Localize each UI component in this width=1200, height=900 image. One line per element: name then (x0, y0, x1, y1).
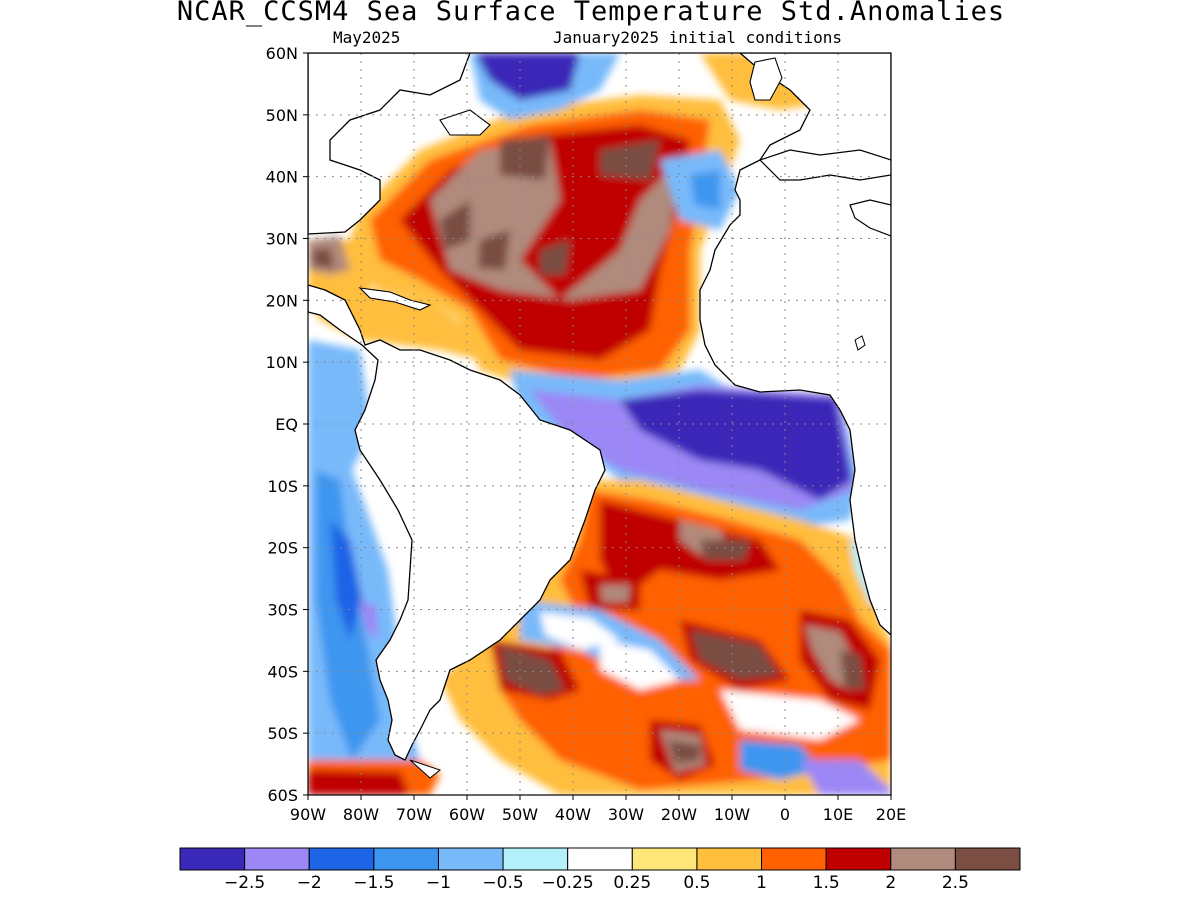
colorbar-swatch (761, 847, 827, 871)
colorbar-swatch (179, 847, 246, 871)
colorbar-swatch (567, 847, 633, 871)
lon-tick-label: 20W (661, 805, 697, 824)
colorbar-swatch (696, 847, 763, 871)
lat-tick-label: 40S (267, 662, 298, 681)
lat-tick-label: 30N (266, 230, 298, 249)
lon-tick-label: 30W (608, 805, 644, 824)
colorbar-swatch (631, 847, 698, 871)
lat-tick-label: EQ (275, 415, 298, 434)
lon-tick-label: 40W (555, 805, 591, 824)
colorbar-label: 1 (756, 873, 767, 893)
colorbar-swatch (244, 847, 310, 871)
colorbar-swatch (437, 847, 504, 871)
lon-tick-label: 10E (823, 805, 853, 824)
lon-tick-label: 20E (876, 805, 906, 824)
lat-tick-label: 20S (267, 539, 298, 558)
colorbar-label: 0.5 (683, 873, 710, 893)
forecast-month: May2025 (333, 28, 401, 47)
colorbar-label: 2.5 (942, 873, 969, 893)
colorbar-label: 0.25 (613, 873, 651, 893)
lon-tick-label: 10W (714, 805, 750, 824)
lat-tick-label: 40N (266, 168, 298, 187)
colorbar-label: −0.25 (542, 873, 594, 893)
colorbar-swatch (954, 847, 1021, 871)
colorbar-label: 1.5 (813, 873, 840, 893)
lat-tick-label: 60N (266, 44, 298, 63)
colorbar-label: −1.5 (353, 873, 394, 893)
lat-tick-label: 50S (267, 724, 298, 743)
lon-tick-label: 60W (449, 805, 485, 824)
lat-tick-label: 10S (267, 477, 298, 496)
lat-tick-label: 50N (266, 106, 298, 125)
initial-conditions: January2025 initial conditions (553, 28, 842, 47)
colorbar-label: −0.5 (482, 873, 523, 893)
lon-tick-label: 0 (780, 805, 790, 824)
map-gridlines (308, 53, 891, 795)
colorbar-swatch (825, 847, 892, 871)
colorbar-label: −2 (297, 873, 322, 893)
map-axis-ticks: 60N 50N 40N 30N 20N 10N EQ 10S 20S 30S 40S 50S 60S90… (266, 44, 907, 824)
colorbar-swatch (373, 847, 439, 871)
colorbar-label: −2.5 (224, 873, 265, 893)
lon-tick-label: 70W (396, 805, 432, 824)
colorbar-label: 2 (885, 873, 896, 893)
lat-tick-label: 10N (266, 353, 298, 372)
colorbar-swatch (502, 847, 569, 871)
colorbar-label: −1 (426, 873, 451, 893)
colorbar-swatch (308, 847, 375, 871)
lon-tick-label: 90W (290, 805, 326, 824)
lon-tick-label: 50W (502, 805, 538, 824)
colorbar-swatch (890, 847, 956, 871)
colorbar: −2.5 −2 −1.5 −1 −0.5 −0.25 0.25 0.5 1 1.5 2 2.5 (179, 847, 1021, 893)
lon-tick-label: 80W (343, 805, 379, 824)
lat-tick-label: 30S (267, 601, 298, 620)
anomaly-field (308, 53, 891, 795)
lat-tick-label: 60S (267, 786, 298, 805)
lat-tick-label: 20N (266, 291, 298, 310)
chart-title: NCAR_CCSM4 Sea Surface Temperature Std.A… (176, 0, 1006, 27)
